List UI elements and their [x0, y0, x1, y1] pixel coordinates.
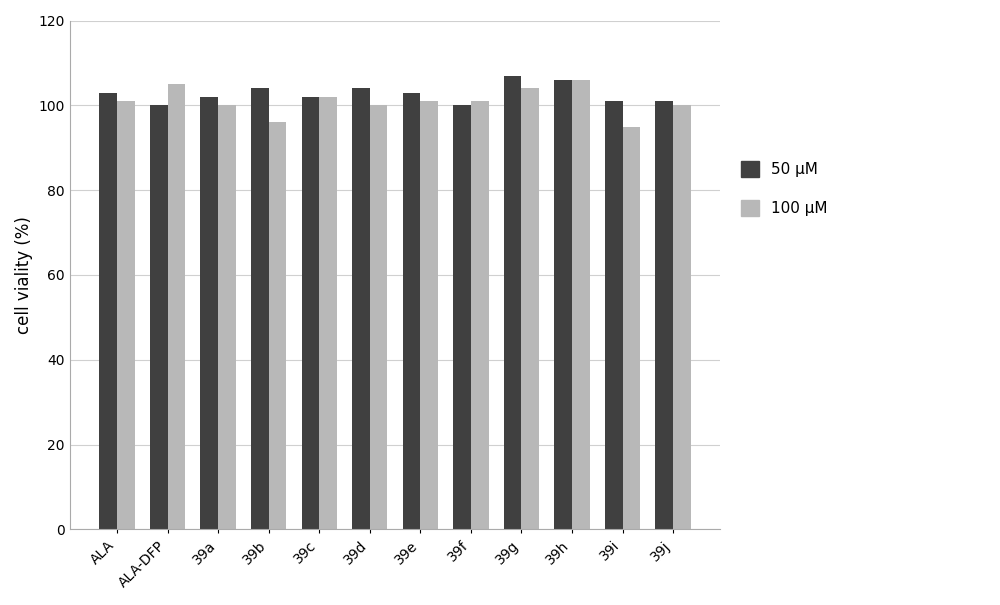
Bar [471, 101, 489, 529]
Bar [572, 80, 590, 529]
Bar [521, 88, 539, 529]
Bar [504, 76, 521, 529]
Bar [319, 97, 337, 529]
Bar [655, 101, 673, 529]
Bar [370, 105, 387, 529]
Bar [269, 122, 286, 529]
Bar [673, 105, 691, 529]
Bar [251, 88, 269, 529]
Bar [453, 105, 471, 529]
Bar [420, 101, 438, 529]
Bar [117, 101, 135, 529]
Bar [302, 97, 319, 529]
Bar [554, 80, 572, 529]
Bar [623, 126, 640, 529]
Bar [403, 93, 420, 529]
Legend: 50 μM, 100 μM: 50 μM, 100 μM [734, 155, 834, 223]
Bar [168, 84, 185, 529]
Bar [605, 101, 623, 529]
Bar [352, 88, 370, 529]
Y-axis label: cell viality (%): cell viality (%) [15, 216, 33, 334]
Bar [99, 93, 117, 529]
Bar [218, 105, 236, 529]
Bar [150, 105, 168, 529]
Bar [200, 97, 218, 529]
